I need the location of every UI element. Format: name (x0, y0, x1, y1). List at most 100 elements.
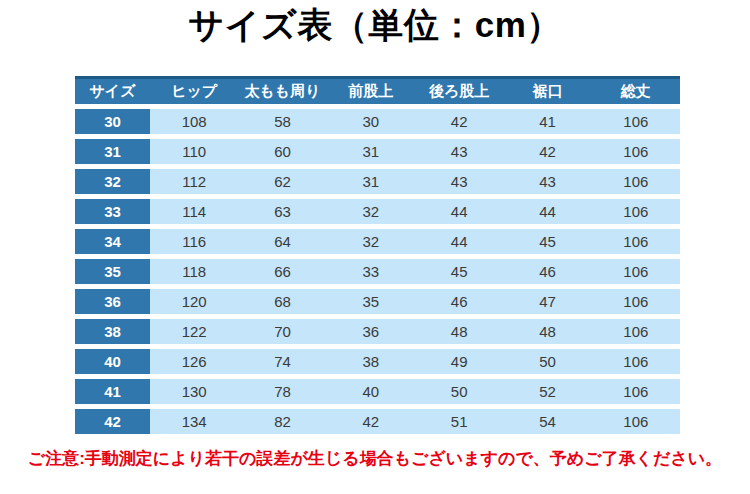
table-row: 3511866334546106 (75, 259, 680, 284)
column-header: 総丈 (592, 79, 680, 104)
value-cell: 130 (150, 379, 238, 404)
value-cell: 44 (415, 229, 503, 254)
size-cell: 32 (75, 169, 150, 194)
size-cell: 41 (75, 379, 150, 404)
value-cell: 52 (503, 379, 591, 404)
table-row: 3612068354647106 (75, 289, 680, 314)
value-cell: 45 (503, 229, 591, 254)
table-header-row: サイズヒップ太もも周り前股上後ろ股上裾口総丈 (75, 76, 680, 104)
value-cell: 60 (238, 139, 326, 164)
value-cell: 106 (592, 289, 680, 314)
value-cell: 62 (238, 169, 326, 194)
size-cell: 40 (75, 349, 150, 374)
value-cell: 31 (327, 139, 415, 164)
value-cell: 106 (592, 349, 680, 374)
value-cell: 38 (327, 349, 415, 374)
value-cell: 106 (592, 169, 680, 194)
value-cell: 31 (327, 169, 415, 194)
value-cell: 30 (327, 109, 415, 134)
value-cell: 63 (238, 199, 326, 224)
size-cell: 42 (75, 409, 150, 434)
size-chart-page: サイズ表（単位：cm） サイズヒップ太もも周り前股上後ろ股上裾口総丈 30108… (0, 0, 750, 494)
page-title: サイズ表（単位：cm） (0, 2, 750, 49)
column-header: 裾口 (503, 79, 591, 104)
value-cell: 106 (592, 229, 680, 254)
size-cell: 36 (75, 289, 150, 314)
value-cell: 70 (238, 319, 326, 344)
value-cell: 43 (503, 169, 591, 194)
table-row: 4012674384950106 (75, 349, 680, 374)
value-cell: 106 (592, 319, 680, 344)
value-cell: 68 (238, 289, 326, 314)
value-cell: 122 (150, 319, 238, 344)
column-header: サイズ (75, 79, 150, 104)
value-cell: 42 (503, 139, 591, 164)
value-cell: 54 (503, 409, 591, 434)
value-cell: 42 (327, 409, 415, 434)
value-cell: 51 (415, 409, 503, 434)
value-cell: 43 (415, 169, 503, 194)
column-header: 前股上 (327, 79, 415, 104)
size-cell: 33 (75, 199, 150, 224)
value-cell: 41 (503, 109, 591, 134)
table-row: 3411664324445106 (75, 229, 680, 254)
size-cell: 31 (75, 139, 150, 164)
value-cell: 126 (150, 349, 238, 374)
value-cell: 120 (150, 289, 238, 314)
value-cell: 48 (503, 319, 591, 344)
table-row: 3211262314343106 (75, 169, 680, 194)
value-cell: 108 (150, 109, 238, 134)
value-cell: 49 (415, 349, 503, 374)
value-cell: 43 (415, 139, 503, 164)
table-row: 3111060314342106 (75, 139, 680, 164)
value-cell: 45 (415, 259, 503, 284)
size-table: サイズヒップ太もも周り前股上後ろ股上裾口総丈 30108583042411063… (75, 76, 680, 439)
value-cell: 35 (327, 289, 415, 314)
table-row: 4113078405052106 (75, 379, 680, 404)
value-cell: 106 (592, 109, 680, 134)
value-cell: 33 (327, 259, 415, 284)
value-cell: 32 (327, 229, 415, 254)
column-header: ヒップ (150, 79, 238, 104)
value-cell: 44 (503, 199, 591, 224)
value-cell: 118 (150, 259, 238, 284)
value-cell: 46 (503, 259, 591, 284)
table-row: 3010858304241106 (75, 109, 680, 134)
value-cell: 116 (150, 229, 238, 254)
value-cell: 106 (592, 139, 680, 164)
value-cell: 106 (592, 379, 680, 404)
value-cell: 74 (238, 349, 326, 374)
value-cell: 112 (150, 169, 238, 194)
column-header: 後ろ股上 (415, 79, 503, 104)
caution-note: ご注意:手動測定により若干の誤差が生じる場合もございますので、予めご了承ください… (0, 447, 750, 470)
value-cell: 106 (592, 259, 680, 284)
value-cell: 32 (327, 199, 415, 224)
value-cell: 58 (238, 109, 326, 134)
value-cell: 134 (150, 409, 238, 434)
value-cell: 47 (503, 289, 591, 314)
value-cell: 36 (327, 319, 415, 344)
value-cell: 106 (592, 199, 680, 224)
size-cell: 30 (75, 109, 150, 134)
value-cell: 50 (415, 379, 503, 404)
value-cell: 46 (415, 289, 503, 314)
value-cell: 44 (415, 199, 503, 224)
table-row: 3812270364848106 (75, 319, 680, 344)
size-cell: 35 (75, 259, 150, 284)
value-cell: 64 (238, 229, 326, 254)
value-cell: 114 (150, 199, 238, 224)
size-cell: 34 (75, 229, 150, 254)
table-row: 4213482425154106 (75, 409, 680, 434)
value-cell: 50 (503, 349, 591, 374)
value-cell: 66 (238, 259, 326, 284)
value-cell: 106 (592, 409, 680, 434)
size-cell: 38 (75, 319, 150, 344)
value-cell: 82 (238, 409, 326, 434)
value-cell: 78 (238, 379, 326, 404)
column-header: 太もも周り (238, 79, 326, 104)
value-cell: 48 (415, 319, 503, 344)
value-cell: 42 (415, 109, 503, 134)
value-cell: 110 (150, 139, 238, 164)
table-row: 3311463324444106 (75, 199, 680, 224)
value-cell: 40 (327, 379, 415, 404)
